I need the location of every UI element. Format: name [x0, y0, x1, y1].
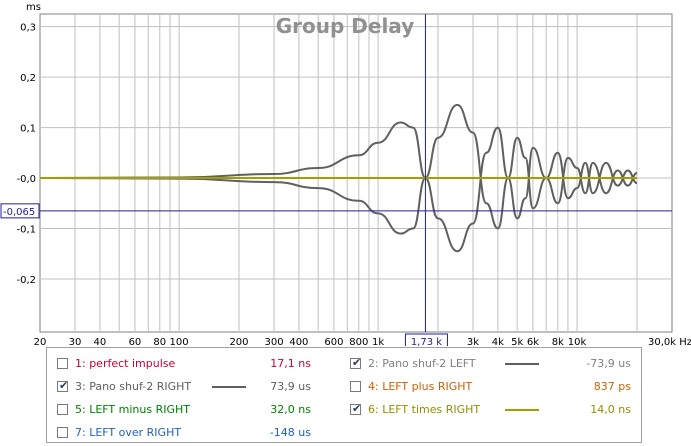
legend-checkbox-7[interactable] — [57, 427, 68, 438]
legend-value: -73,9 us — [586, 357, 631, 370]
legend-value: 17,1 ns — [270, 357, 311, 370]
x-tick-label: 30 — [69, 337, 82, 346]
series-lines — [39, 103, 638, 253]
x-tick-label: 1k — [372, 337, 384, 346]
legend-value: 73,9 us — [270, 380, 311, 393]
legend-value: -148 us — [269, 426, 311, 439]
x-tick-label: 100 — [170, 337, 189, 346]
y-tick-label: 0,3 — [20, 23, 36, 34]
x-tick-label: 3k — [467, 337, 479, 346]
legend-item-6: ✔ 6: LEFT times RIGHT 14,0 ns — [350, 402, 641, 418]
x-tick-label: 60 — [129, 337, 142, 346]
x-tick-label: 200 — [229, 337, 248, 346]
checkmark-icon: ✔ — [59, 379, 69, 392]
legend-checkbox-3[interactable]: ✔ — [57, 379, 69, 392]
legend-checkbox-5[interactable] — [57, 404, 68, 415]
cursor[interactable]: -0,065 1,73 k — [0, 14, 672, 346]
x-tick-labels: 20 30 40 60 80 100 200 300 400 600 800 1k 3k 4k 5k 6k 8k… — [34, 337, 691, 346]
legend-label: 5: LEFT minus RIGHT — [75, 403, 190, 416]
x-tick-label: 800 — [349, 337, 368, 346]
y-tick-label: -0,1 — [16, 225, 36, 236]
x-tick-label: 80 — [153, 337, 166, 346]
legend-label: 7: LEFT over RIGHT — [75, 426, 182, 439]
x-tick-label: 8k — [552, 337, 564, 346]
legend-label: 1: perfect impulse — [75, 357, 176, 370]
legend-item-5: 5: LEFT minus RIGHT 32,0 ns — [57, 402, 321, 418]
legend-line-swatch — [505, 409, 539, 411]
series-line — [39, 121, 638, 253]
x-tick-label: 20 — [34, 337, 47, 346]
x-tick-label: 30,0k Hz — [648, 337, 691, 346]
y-axis-unit: ms — [26, 2, 41, 13]
x-tick-label: 40 — [94, 337, 107, 346]
x-tick-label: 10k — [568, 337, 587, 346]
x-tick-label: 300 — [264, 337, 283, 346]
x-tick-label: 600 — [324, 337, 343, 346]
legend-item-3: ✔ 3: Pano shuf-2 RIGHT 73,9 us — [57, 379, 321, 395]
group-delay-chart[interactable]: Group Delay ms 0,3 0,2 0,1 -0,0 -0,1 -0,2 20 3… — [0, 0, 691, 346]
legend-line-swatch — [505, 363, 539, 365]
y-tick-labels: 0,3 0,2 0,1 -0,0 -0,1 -0,2 — [16, 23, 36, 286]
legend-checkbox-4[interactable] — [350, 381, 361, 392]
x-tick-label: 5k — [511, 337, 523, 346]
series-line — [39, 103, 638, 235]
x-tick-label: 6k — [527, 337, 539, 346]
legend-label: 6: LEFT times RIGHT — [368, 403, 481, 416]
checkmark-icon: ✔ — [352, 356, 362, 369]
cursor-x-box — [404, 333, 448, 346]
legend-item-1: 1: perfect impulse 17,1 ns — [57, 356, 321, 372]
legend-label: 3: Pano shuf-2 RIGHT — [75, 380, 192, 393]
legend-value: 32,0 ns — [270, 403, 311, 416]
legend-value: 837 ps — [593, 380, 631, 393]
y-tick-label: -0,0 — [16, 174, 36, 185]
legend-label: 4: LEFT plus RIGHT — [368, 380, 473, 393]
legend-label: 2: Pano shuf-2 LEFT — [368, 357, 476, 370]
legend-checkbox-6[interactable]: ✔ — [350, 402, 362, 415]
legend-panel: 1: perfect impulse 17,1 ns ✔ 2: Pano shuf-2… — [46, 347, 642, 443]
x-tick-label: 400 — [289, 337, 308, 346]
chart-title: Group Delay — [276, 14, 414, 38]
legend-line-swatch — [212, 386, 246, 388]
cursor-y-box — [0, 203, 40, 219]
y-tick-label: 0,2 — [20, 73, 36, 84]
legend-value: 14,0 ns — [590, 403, 631, 416]
legend-item-2: ✔ 2: Pano shuf-2 LEFT -73,9 us — [350, 356, 641, 372]
legend-item-4: 4: LEFT plus RIGHT 837 ps — [350, 379, 641, 395]
y-tick-label: -0,2 — [16, 275, 36, 286]
cursor-x-label: 1,73 k — [411, 337, 442, 346]
x-tick-label: 4k — [492, 337, 504, 346]
y-tick-label: 0,1 — [20, 124, 36, 135]
checkmark-icon: ✔ — [352, 402, 362, 415]
cursor-y-label: -0,065 — [3, 207, 35, 218]
legend-item-7: 7: LEFT over RIGHT -148 us — [57, 425, 321, 441]
legend-checkbox-2[interactable]: ✔ — [350, 356, 362, 369]
legend-checkbox-1[interactable] — [57, 358, 68, 369]
